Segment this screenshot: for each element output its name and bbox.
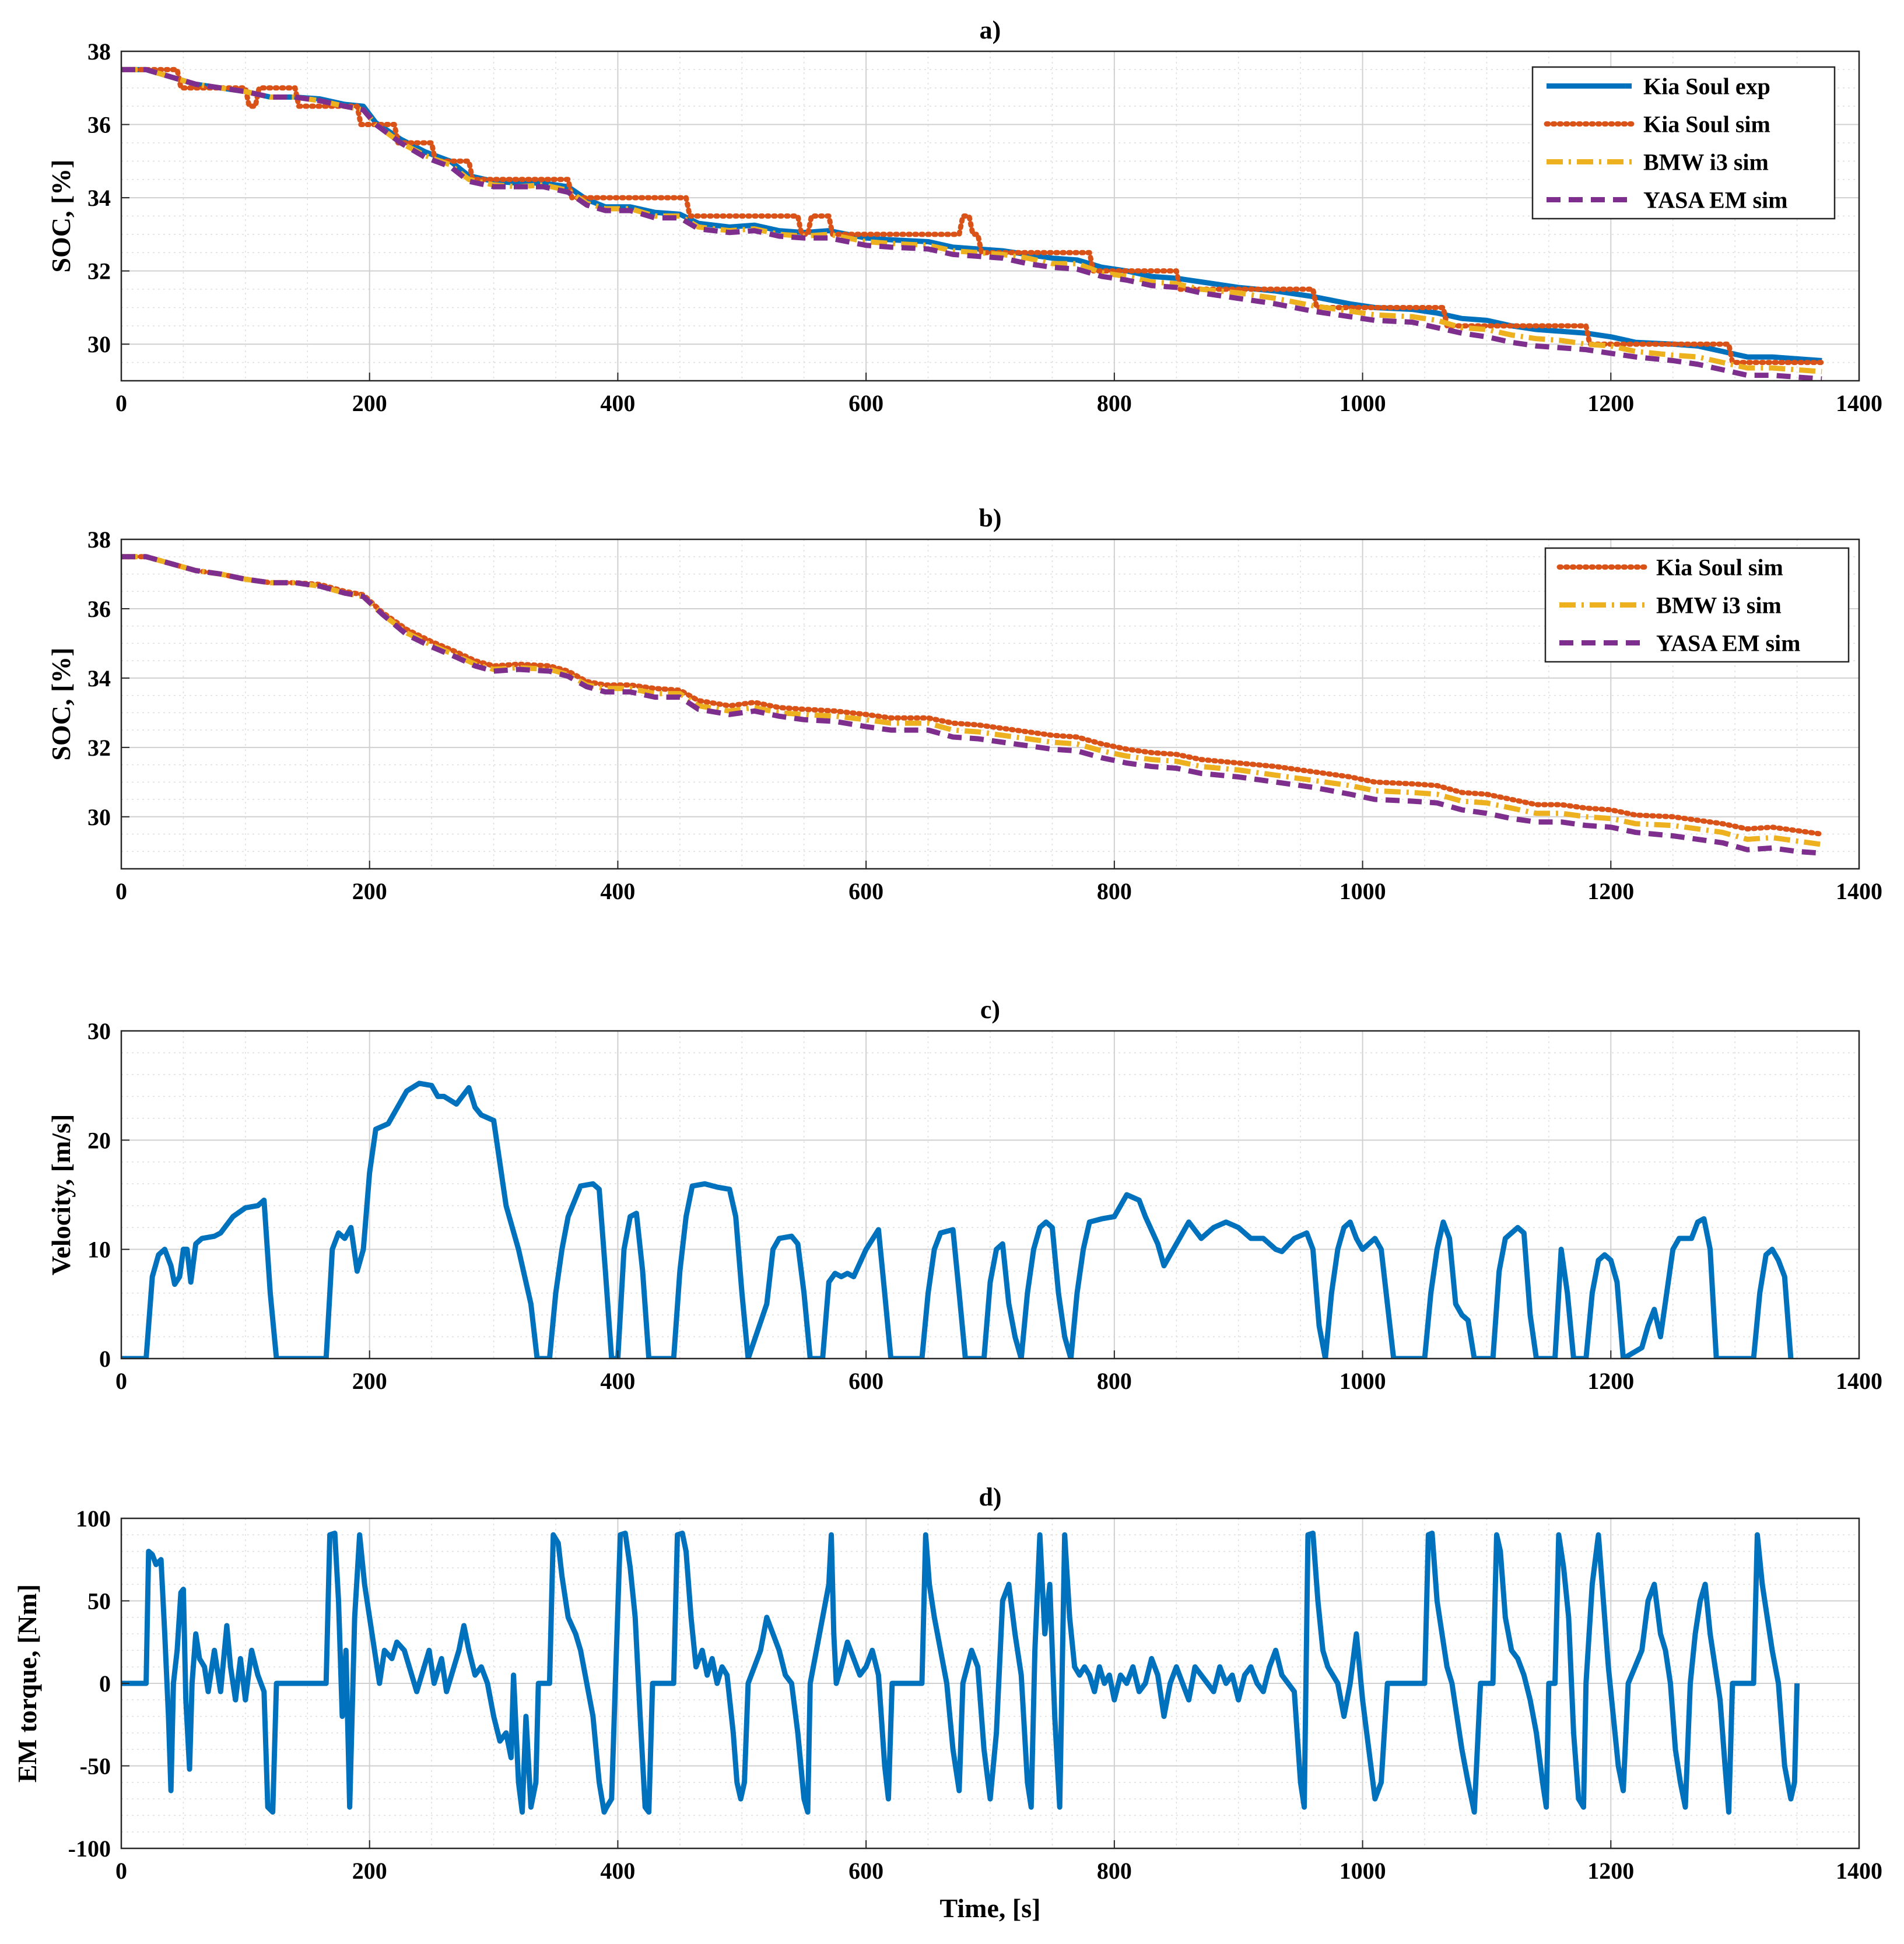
- series-line-bmw-i3-sim: [121, 66, 1822, 374]
- legend-label: BMW i3 sim: [1656, 592, 1782, 619]
- y-tick-label: 34: [87, 665, 111, 692]
- x-tick-label: 0: [115, 390, 127, 416]
- x-tick-label: 400: [600, 1858, 635, 1884]
- series-line-em-torque: [121, 1530, 1800, 1815]
- panel-a-soc-comparison: 0 200 400 600 800 1000 1200 1400 30 32 34 36 38 a) SOC…: [46, 16, 1882, 416]
- chart-title: a): [980, 16, 1001, 44]
- axes-frame: [120, 538, 1860, 870]
- y-axis-label: SOC, [%]: [46, 159, 76, 272]
- x-tick-label: 1200: [1587, 1368, 1634, 1394]
- chart-title: c): [980, 995, 1000, 1024]
- y-tick-label: 0: [99, 1671, 111, 1697]
- legend-label: YASA EM sim: [1643, 187, 1787, 213]
- legend-label: Kia Soul exp: [1643, 73, 1770, 100]
- x-tick-label: 600: [848, 1368, 883, 1394]
- x-tick-label: 1000: [1340, 878, 1386, 904]
- x-tick-label: 800: [1097, 878, 1132, 904]
- series-group: [121, 1080, 1794, 1359]
- x-tick-label: 1000: [1340, 390, 1386, 416]
- x-tick-label: 0: [115, 878, 127, 904]
- y-tick-label: 50: [87, 1588, 111, 1615]
- x-tick-label: 800: [1097, 390, 1132, 416]
- x-axis-label: Time, [s]: [940, 1893, 1041, 1923]
- y-tick-label: 32: [87, 735, 111, 761]
- minor-grid: [121, 1031, 1859, 1359]
- y-tick-label: 20: [87, 1127, 111, 1153]
- y-tick-label: 36: [87, 112, 111, 138]
- x-tick-label: 400: [600, 390, 635, 416]
- series-line-velocity: [121, 1080, 1794, 1359]
- y-tick-label: -50: [80, 1753, 111, 1780]
- x-tick-label: 1000: [1340, 1858, 1386, 1884]
- x-tick-label: 1200: [1587, 878, 1634, 904]
- series-line-bmw-i3-sim: [121, 554, 1822, 847]
- legend-label: BMW i3 sim: [1643, 149, 1769, 176]
- series-line-yasa-em-sim: [121, 554, 1822, 856]
- y-axis-label: SOC, [%]: [46, 647, 76, 760]
- axes-frame: [120, 1030, 1860, 1360]
- x-tick-label: 0: [115, 1368, 127, 1394]
- y-tick-label: 34: [87, 185, 111, 211]
- y-tick-label: 38: [87, 38, 111, 65]
- y-tick-label: 30: [87, 331, 111, 357]
- x-tick-label: 1400: [1836, 878, 1882, 904]
- y-tick-label: 36: [87, 596, 111, 622]
- y-axis-label: EM torque, [Nm]: [12, 1584, 42, 1782]
- y-tick-label: 38: [87, 527, 111, 553]
- x-tick-label: 1200: [1587, 1858, 1634, 1884]
- x-tick-label: 400: [600, 878, 635, 904]
- series-line-yasa-em-sim: [121, 66, 1822, 381]
- panel-b-soc-simulations: 0 200 400 600 800 1000 1200 1400 30 32 34 36 38 b) SOC…: [46, 504, 1882, 904]
- x-tick-label: 200: [352, 1858, 387, 1884]
- x-tick-label: 800: [1097, 1368, 1132, 1394]
- y-tick-label: 30: [87, 804, 111, 830]
- chart-title: b): [979, 504, 1001, 532]
- legend-label: Kia Soul sim: [1656, 555, 1783, 581]
- y-tick-label: -100: [68, 1836, 111, 1862]
- x-tick-label: 1400: [1836, 390, 1882, 416]
- series-group: [121, 66, 1825, 381]
- y-tick-label: 32: [87, 258, 111, 285]
- x-tick-label: 1000: [1340, 1368, 1386, 1394]
- x-tick-label: 400: [600, 1368, 635, 1394]
- panel-d-em-torque: 0 200 400 600 800 1000 1200 1400 -100 -50 0 50 100 d)…: [12, 1483, 1882, 1923]
- chart-title: d): [979, 1483, 1001, 1511]
- series-group: [121, 1530, 1800, 1815]
- x-tick-label: 1200: [1587, 390, 1634, 416]
- x-tick-label: 200: [352, 1368, 387, 1394]
- x-tick-label: 200: [352, 878, 387, 904]
- y-tick-label: 10: [87, 1237, 111, 1263]
- legend: Kia Soul sim BMW i3 sim YASA EM sim: [1544, 547, 1850, 663]
- legend-box: [1531, 66, 1836, 220]
- x-tick-label: 600: [848, 390, 883, 416]
- y-tick-label: 0: [99, 1346, 111, 1372]
- axes-frame: [120, 50, 1860, 382]
- y-axis-label: Velocity, [m/s]: [46, 1114, 76, 1276]
- x-tick-label: 1400: [1836, 1368, 1882, 1394]
- x-tick-label: 600: [848, 878, 883, 904]
- x-tick-label: 200: [352, 390, 387, 416]
- y-tick-label: 100: [76, 1506, 111, 1532]
- y-tick-label: 30: [87, 1018, 111, 1044]
- x-tick-label: 1400: [1836, 1858, 1882, 1884]
- legend-label: Kia Soul sim: [1643, 111, 1770, 138]
- x-tick-label: 800: [1097, 1858, 1132, 1884]
- panel-c-velocity: 0 200 400 600 800 1000 1200 1400 0 10 20 30 c) Veloci…: [46, 995, 1882, 1394]
- x-tick-label: 0: [115, 1858, 127, 1884]
- legend-label: YASA EM sim: [1656, 630, 1800, 657]
- x-tick-label: 600: [848, 1858, 883, 1884]
- legend: Kia Soul exp Kia Soul sim BMW i3 sim YASA E…: [1531, 66, 1836, 220]
- series-group: [121, 554, 1825, 856]
